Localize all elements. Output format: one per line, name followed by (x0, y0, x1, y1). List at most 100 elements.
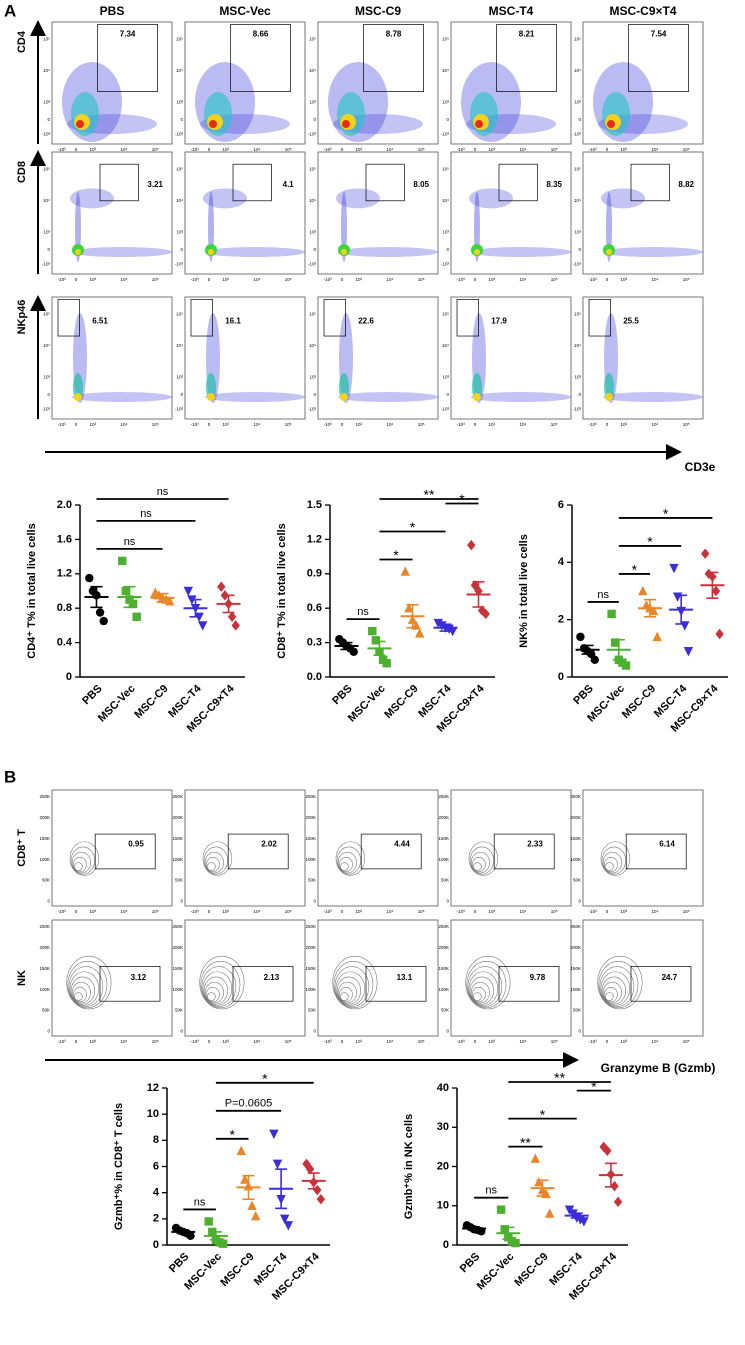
density (209, 120, 217, 129)
x-tick-label: MSC-C9 (620, 683, 658, 721)
gate-value: 2.02 (261, 840, 277, 849)
significance-label: P=0.0605 (225, 1098, 272, 1110)
flow-x-tick-label: -10³ (191, 1039, 200, 1044)
flow-y-tick-label: 10⁵ (309, 36, 316, 41)
contour (333, 961, 374, 1009)
y-tick-label: 1.6 (57, 533, 72, 545)
y-tick-label: 0.0 (307, 671, 322, 683)
contour (70, 976, 95, 1005)
flow-plot-frame (582, 296, 704, 420)
density (601, 188, 645, 209)
contour (205, 857, 220, 873)
data-point (648, 605, 659, 616)
flow-x-tick-label: 10⁵ (285, 1039, 292, 1044)
flow-x-tick-label: 0 (208, 277, 211, 282)
flow-y-tick-label: 150K (570, 966, 581, 971)
flow-y-tick-label: 0 (446, 247, 449, 252)
flow-x-tick-label: -10³ (589, 147, 598, 152)
data-point (579, 1217, 589, 1227)
flow-y-tick-label: 10³ (309, 100, 316, 105)
flow-y-tick-label: 250K (172, 924, 183, 929)
y-axis-label: Gzmb⁺% in NK cells (403, 1114, 415, 1219)
flow-y-tick-label: 100K (39, 857, 50, 862)
contour (71, 851, 91, 874)
flow-y-tick-label: -10³ (573, 131, 582, 136)
gate-value: 17.9 (491, 317, 507, 326)
flow-x-tick-label: -10³ (324, 909, 333, 914)
flow-x-tick-label: 10³ (90, 277, 97, 282)
y-tick-label: 2 (153, 1213, 159, 1225)
flow-y-tick-label: 0 (446, 1029, 449, 1034)
y-tick-label: 10 (437, 1200, 449, 1212)
contour (201, 966, 237, 1007)
contour (70, 846, 95, 875)
flow-y-tick-label: 0 (180, 247, 183, 252)
contour (605, 992, 614, 1001)
density (607, 120, 615, 129)
y-axis-label: Gzmb⁺% in CD8⁺ T cells (113, 1103, 125, 1230)
flow-y-tick-label: 150K (305, 836, 316, 841)
flow-x-tick-label: 10⁴ (121, 1039, 128, 1044)
gate-value: 9.78 (530, 973, 546, 982)
flow-y-tick-label: 0 (180, 899, 183, 904)
density (605, 393, 613, 402)
flow-x-tick-label: 10⁵ (551, 1039, 558, 1044)
data-point (470, 580, 480, 591)
y-axis-label: CD8⁺ T% in total live cells (276, 523, 288, 658)
flow-x-tick-label: 10³ (223, 422, 230, 427)
flow-x-tick-label: 10³ (489, 147, 496, 152)
gate (363, 24, 424, 92)
flow-y-tick-label: -10³ (308, 131, 317, 136)
y-tick-label: 6 (558, 499, 564, 511)
flow-x-tick-label: 10⁴ (254, 147, 261, 152)
data-point (218, 1239, 228, 1248)
column-header: MSC-Vec (219, 4, 271, 18)
data-point (715, 628, 724, 640)
flow-y-tick-label: 10⁴ (43, 68, 50, 73)
flow-y-tick-label: -10³ (441, 131, 450, 136)
contour (470, 981, 490, 1004)
flow-x-tick-label: 0 (341, 147, 344, 152)
flow-y-tick-label: 200K (39, 815, 50, 820)
flow-y-tick-label: 0 (446, 899, 449, 904)
flow-y-tick-label: 200K (438, 815, 449, 820)
flow-y-tick-label: 10³ (442, 100, 449, 105)
gate-value: 25.5 (623, 317, 639, 326)
significance-label: * (663, 506, 669, 522)
flow-x-tick-label: 0 (474, 422, 477, 427)
contour (336, 846, 362, 875)
flow-x-tick-label: -10³ (58, 147, 67, 152)
gate (498, 163, 538, 202)
contour (68, 966, 104, 1007)
flow-x-tick-label: 10³ (223, 277, 230, 282)
flow-x-tick-label: 10³ (621, 277, 628, 282)
contour (338, 987, 353, 1003)
flow-x-tick-label: 10³ (489, 422, 496, 427)
flow-y-tick-label: 50K (175, 878, 183, 883)
flow-y-tick-label: 50K (308, 878, 316, 883)
density (471, 247, 571, 258)
flow-y-tick-label: 0 (180, 117, 183, 122)
significance-label: * (632, 562, 638, 578)
gate (625, 833, 687, 870)
data-point (183, 586, 193, 597)
flow-y-tick-label: 100K (305, 987, 316, 992)
flow-x-tick-label: -10³ (191, 909, 200, 914)
flow-x-tick-label: 10⁴ (121, 277, 128, 282)
flow-y-tick-label: 10⁴ (574, 343, 581, 348)
row-label: NK (16, 970, 28, 986)
flow-y-tick-label: -10³ (175, 406, 184, 411)
flow-y-tick-label: 0 (313, 1029, 316, 1034)
flow-x-tick-label: 10⁵ (551, 277, 558, 282)
flow-plot-frame (184, 151, 306, 275)
flow-x-tick-label: -10³ (589, 277, 598, 282)
flow-y-tick-label: 10⁵ (309, 311, 316, 316)
contour (69, 841, 100, 876)
gate (630, 966, 692, 1002)
flow-y-tick-label: 10⁴ (442, 68, 449, 73)
flow-y-tick-label: 0 (578, 899, 581, 904)
data-point (481, 608, 490, 620)
x-axis-label: Granzyme B (Gzmb) (601, 1061, 716, 1075)
flow-x-tick-label: -10³ (324, 277, 333, 282)
gate-value: 0.95 (128, 840, 144, 849)
